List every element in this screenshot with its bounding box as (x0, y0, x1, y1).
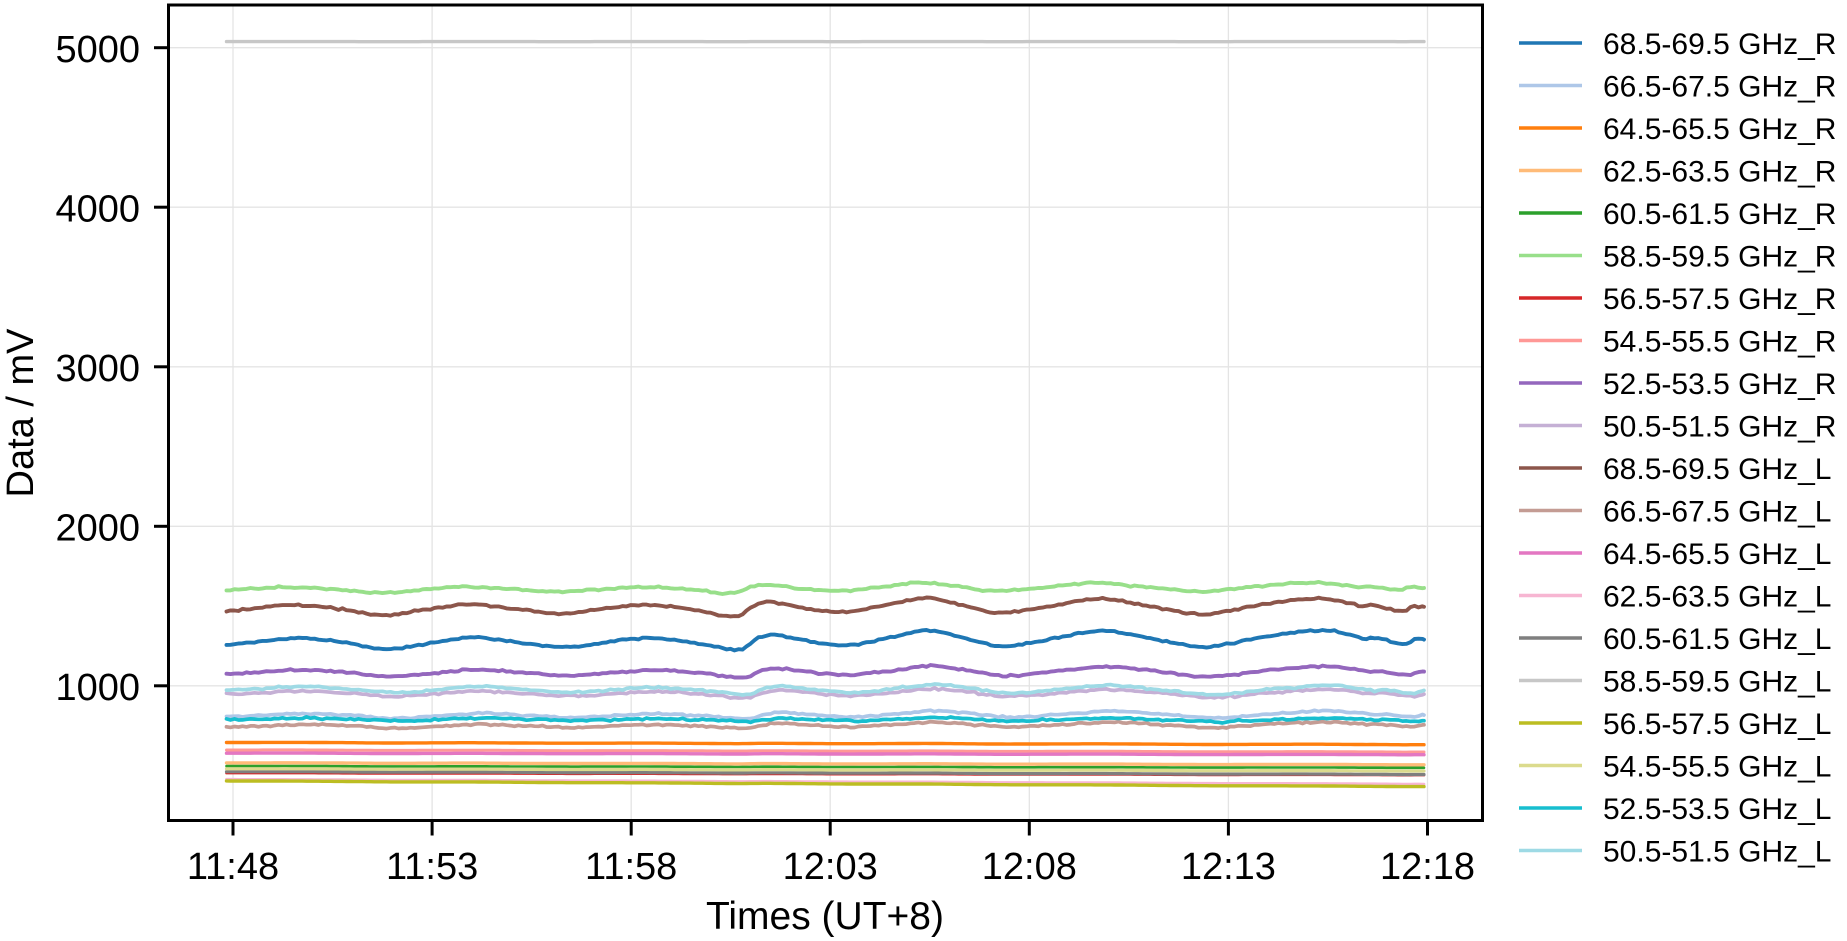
svg-text:56.5-57.5 GHz_R: 56.5-57.5 GHz_R (1603, 283, 1836, 316)
svg-text:52.5-53.5 GHz_R: 52.5-53.5 GHz_R (1603, 368, 1836, 401)
svg-text:62.5-63.5 GHz_L: 62.5-63.5 GHz_L (1603, 580, 1831, 613)
svg-text:66.5-67.5 GHz_L: 66.5-67.5 GHz_L (1603, 495, 1831, 528)
svg-text:62.5-63.5 GHz_R: 62.5-63.5 GHz_R (1603, 155, 1836, 188)
svg-text:1000: 1000 (55, 667, 140, 709)
svg-text:52.5-53.5 GHz_L: 52.5-53.5 GHz_L (1603, 793, 1831, 826)
svg-text:56.5-57.5 GHz_L: 56.5-57.5 GHz_L (1603, 708, 1831, 741)
svg-text:58.5-59.5 GHz_L: 58.5-59.5 GHz_L (1603, 665, 1831, 698)
svg-text:3000: 3000 (55, 348, 140, 390)
svg-text:4000: 4000 (55, 189, 140, 231)
svg-text:58.5-59.5 GHz_R: 58.5-59.5 GHz_R (1603, 240, 1836, 273)
svg-text:50.5-51.5 GHz_L: 50.5-51.5 GHz_L (1603, 835, 1831, 868)
svg-text:12:03: 12:03 (783, 846, 878, 888)
svg-text:12:08: 12:08 (982, 846, 1077, 888)
svg-text:54.5-55.5 GHz_R: 54.5-55.5 GHz_R (1603, 325, 1836, 358)
svg-text:12:13: 12:13 (1181, 846, 1276, 888)
svg-text:66.5-67.5 GHz_R: 66.5-67.5 GHz_R (1603, 70, 1836, 103)
svg-text:Times (UT+8): Times (UT+8) (706, 895, 944, 938)
svg-text:2000: 2000 (55, 508, 140, 550)
svg-text:5000: 5000 (55, 29, 140, 71)
svg-text:11:53: 11:53 (386, 846, 478, 888)
svg-text:11:58: 11:58 (585, 846, 677, 888)
svg-text:Data / mV: Data / mV (0, 328, 42, 498)
svg-text:68.5-69.5 GHz_R: 68.5-69.5 GHz_R (1603, 28, 1836, 61)
svg-text:68.5-69.5 GHz_L: 68.5-69.5 GHz_L (1603, 453, 1831, 486)
svg-text:12:18: 12:18 (1380, 846, 1475, 888)
svg-text:60.5-61.5 GHz_L: 60.5-61.5 GHz_L (1603, 623, 1831, 656)
svg-text:50.5-51.5 GHz_R: 50.5-51.5 GHz_R (1603, 410, 1836, 443)
svg-text:54.5-55.5 GHz_L: 54.5-55.5 GHz_L (1603, 750, 1831, 783)
svg-text:60.5-61.5 GHz_R: 60.5-61.5 GHz_R (1603, 198, 1836, 231)
svg-text:64.5-65.5 GHz_L: 64.5-65.5 GHz_L (1603, 538, 1831, 571)
svg-text:64.5-65.5 GHz_R: 64.5-65.5 GHz_R (1603, 113, 1836, 146)
svg-text:11:48: 11:48 (187, 846, 279, 888)
